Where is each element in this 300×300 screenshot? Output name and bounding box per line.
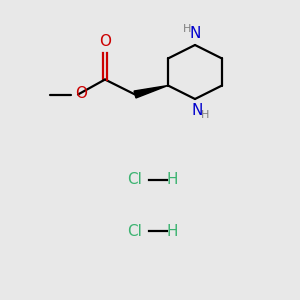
Text: H: H	[167, 224, 178, 238]
Text: H: H	[182, 25, 191, 34]
Text: Cl: Cl	[128, 224, 142, 238]
Text: N: N	[189, 26, 201, 41]
Text: Cl: Cl	[128, 172, 142, 188]
Text: N: N	[192, 103, 203, 118]
Text: O: O	[76, 86, 88, 101]
Polygon shape	[134, 85, 168, 98]
Text: H: H	[201, 110, 210, 120]
Text: H: H	[167, 172, 178, 188]
Text: O: O	[99, 34, 111, 50]
